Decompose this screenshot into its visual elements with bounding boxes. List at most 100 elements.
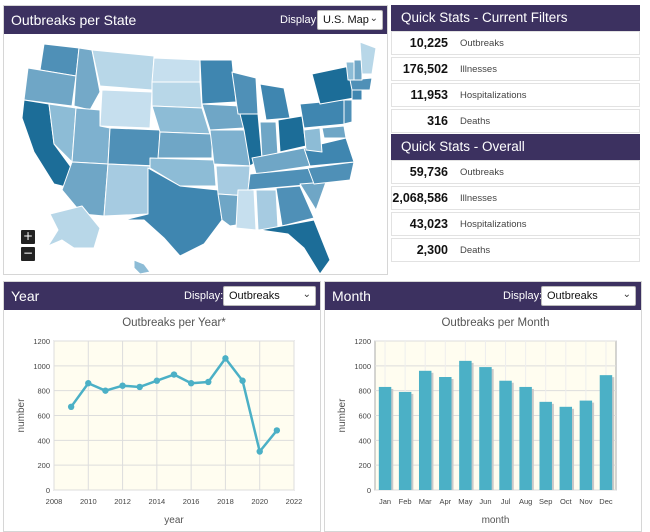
x-tick-label: 2018 <box>217 497 234 506</box>
x-tick-label: Nov <box>579 497 593 506</box>
stat-row: 59,736 Outbreaks <box>391 160 640 184</box>
bar <box>499 380 512 490</box>
year-panel-title: Year <box>11 288 40 304</box>
state-nj <box>343 99 353 125</box>
y-tick-label: 600 <box>37 412 50 421</box>
x-tick-label: 2008 <box>46 497 63 506</box>
state-wv <box>303 127 323 153</box>
bar <box>539 401 552 490</box>
bar <box>479 367 492 490</box>
x-tick-label: Jul <box>501 497 511 506</box>
state-hi <box>133 259 151 274</box>
x-tick-label: 2020 <box>251 497 268 506</box>
quick-stats-current-title: Quick Stats - Current Filters <box>401 10 568 25</box>
stat-row: 43,023 Hospitalizations <box>391 212 640 236</box>
us-choropleth-map[interactable] <box>4 34 388 275</box>
state-ms <box>235 189 257 231</box>
y-tick-label: 200 <box>37 461 50 470</box>
state-in <box>259 121 279 159</box>
data-point <box>85 380 92 387</box>
month-display-select[interactable]: Outbreaks ⌄ <box>541 286 636 306</box>
map-display-value: U.S. Map <box>323 14 369 26</box>
y-tick-label: 600 <box>358 412 371 421</box>
stat-value: 2,300 <box>416 243 448 257</box>
state-mo <box>209 129 253 167</box>
month-display-value: Outbreaks <box>547 290 598 302</box>
stat-row: 2,300 Deaths <box>391 238 640 262</box>
year-display-value: Outbreaks <box>229 290 280 302</box>
state-nc <box>307 161 355 185</box>
stat-label: Illnesses <box>460 193 497 204</box>
data-point <box>205 378 212 386</box>
state-ct <box>351 89 363 101</box>
stat-value: 43,023 <box>409 217 448 231</box>
state-va <box>303 137 355 167</box>
chevron-down-icon: ⌄ <box>369 13 378 24</box>
state-mn <box>199 59 237 105</box>
x-tick-label: Jan <box>379 497 391 506</box>
state-ok <box>149 157 217 187</box>
state-nh <box>353 59 363 81</box>
chart-title: Outbreaks per Year* <box>122 317 226 329</box>
y-tick-label: 1200 <box>354 337 371 346</box>
y-tick-label: 400 <box>358 436 371 445</box>
y-tick-label: 800 <box>37 387 50 396</box>
y-tick-label: 1200 <box>33 337 50 346</box>
bar <box>519 386 532 490</box>
x-tick-label: Oct <box>560 497 573 506</box>
y-tick-label: 800 <box>358 387 371 396</box>
state-oh <box>277 115 307 153</box>
state-az <box>61 161 109 217</box>
bar <box>378 386 392 490</box>
x-tick-label: Feb <box>399 497 412 506</box>
bar <box>599 375 613 490</box>
month-panel-header: Month Display: Outbreaks ⌄ <box>325 282 641 310</box>
data-point <box>187 380 195 387</box>
x-axis-label: month <box>482 515 510 526</box>
stat-value: 2,068,586 <box>392 191 448 205</box>
outbreaks-per-year-chart: Outbreaks per Year* 0 200 400 600 800 1000 1200… <box>16 317 303 526</box>
quick-stats-current-header: Quick Stats - Current Filters <box>391 5 640 31</box>
state-or <box>23 67 77 107</box>
x-tick-label: Apr <box>439 497 451 506</box>
x-tick-label: Sep <box>539 497 552 506</box>
stat-value: 11,953 <box>410 88 448 102</box>
state-ne <box>151 105 211 135</box>
year-display-select[interactable]: Outbreaks ⌄ <box>223 286 316 306</box>
x-tick-label: Dec <box>599 497 613 506</box>
state-ks <box>157 131 213 159</box>
map-panel-title: Outbreaks per State <box>11 12 137 28</box>
stat-value: 10,225 <box>409 36 448 50</box>
zoom-in-button[interactable]: + <box>21 229 35 244</box>
state-wy <box>99 89 153 129</box>
y-tick-label: 0 <box>46 486 50 495</box>
state-fl <box>259 219 331 274</box>
stat-label: Outbreaks <box>460 38 504 49</box>
stat-row: 2,068,586 Illnesses <box>391 186 640 210</box>
state-pa <box>299 99 347 129</box>
map-display-label: Display: <box>280 14 320 26</box>
map-display-select[interactable]: U.S. Map ⌄ <box>317 10 383 30</box>
bar <box>559 406 573 490</box>
chevron-down-icon: ⌄ <box>302 289 311 300</box>
data-point <box>153 377 161 384</box>
x-tick-label: Aug <box>519 497 532 506</box>
data-point <box>222 355 229 362</box>
x-axis-label: year <box>164 515 184 526</box>
state-al <box>255 189 279 231</box>
y-axis-label: number <box>16 398 27 433</box>
state-ma <box>349 77 373 91</box>
x-tick-label: 2022 <box>286 497 303 506</box>
stat-label: Hospitalizations <box>460 90 527 101</box>
y-tick-label: 1000 <box>33 362 50 371</box>
state-nm <box>103 163 151 217</box>
year-display-label: Display: <box>184 290 224 302</box>
state-vt <box>345 61 355 81</box>
state-md <box>321 125 347 139</box>
state-sc <box>299 181 327 211</box>
stat-row: 10,225 Outbreaks <box>391 31 640 55</box>
stat-label: Illnesses <box>460 64 497 75</box>
data-point <box>136 383 143 391</box>
zoom-out-button[interactable]: − <box>21 246 35 261</box>
stat-value: 59,736 <box>409 165 448 179</box>
